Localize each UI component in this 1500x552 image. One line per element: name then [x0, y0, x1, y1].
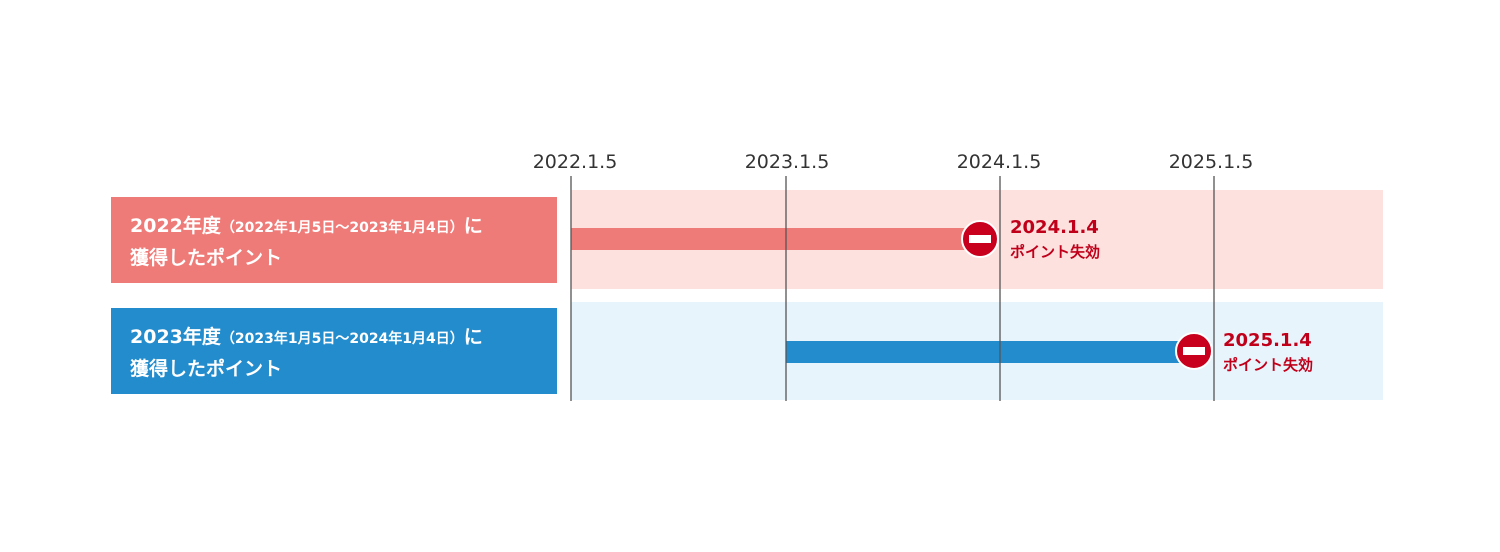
expiry-icon	[1175, 332, 1213, 370]
period: （2022年1月5日〜2023年1月4日）	[221, 219, 464, 236]
row-label: 2022年度（2022年1月5日〜2023年1月4日）に	[130, 214, 483, 237]
tick-label: 2024.1.5	[957, 151, 1042, 173]
period-bar	[786, 341, 1194, 363]
row-label-box	[111, 308, 557, 394]
expiry-text: ポイント失効	[1010, 243, 1100, 261]
year: 2023年度	[130, 325, 222, 348]
row-label-box	[111, 197, 557, 283]
row-label: 2023年度（2023年1月5日〜2024年1月4日）に	[130, 325, 483, 348]
tick-label: 2025.1.5	[1169, 151, 1254, 173]
row-label-line2: 獲得したポイント	[130, 357, 282, 380]
expiry-icon	[961, 220, 999, 258]
expiry-date: 2024.1.4	[1010, 217, 1099, 238]
row-label-line2: 獲得したポイント	[130, 246, 282, 269]
period: （2023年1月5日〜2024年1月4日）	[221, 330, 464, 347]
year: 2022年度	[130, 214, 222, 237]
expiry-date: 2025.1.4	[1223, 330, 1312, 351]
expiry-text: ポイント失効	[1223, 356, 1313, 374]
tick-label: 2022.1.5	[533, 151, 618, 173]
suffix: に	[464, 326, 483, 348]
suffix: に	[464, 215, 483, 237]
tick-label: 2023.1.5	[745, 151, 830, 173]
period-bar	[571, 228, 980, 250]
